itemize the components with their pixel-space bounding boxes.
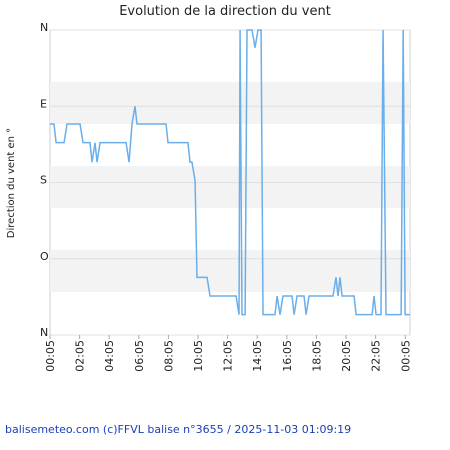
x-tick-label: 00:05 <box>399 340 412 372</box>
x-tick-label: 10:05 <box>192 340 205 372</box>
x-tick-label: 04:05 <box>103 340 116 372</box>
y-tick-label: E <box>40 97 47 110</box>
band <box>50 250 410 292</box>
x-tick-label: 06:05 <box>133 340 146 372</box>
x-tick-label: 00:05 <box>44 340 57 372</box>
line <box>50 29 410 316</box>
x-tick-label: 02:05 <box>74 340 87 372</box>
x-tick-label: 18:05 <box>310 340 323 372</box>
y-tick-label: N <box>40 326 48 339</box>
band <box>50 166 410 208</box>
y-tick-label: S <box>40 174 47 187</box>
x-tick-label: 14:05 <box>251 340 264 372</box>
x-tick-label: 12:05 <box>222 340 235 372</box>
y-tick-label: O <box>40 250 49 263</box>
chart-title: Evolution de la direction du vent <box>119 4 331 19</box>
x-tick-label: 16:05 <box>281 340 294 372</box>
footer: balisemeteo.com (c)FFVL balise n°3655 / … <box>5 423 351 436</box>
x-tick-label: 20:05 <box>340 340 353 372</box>
y-axis-label: Direction du vent en ° <box>6 128 17 238</box>
x-tick-label: 22:05 <box>370 340 383 372</box>
x-tick-label: 08:05 <box>162 340 175 372</box>
y-tick-label: N <box>40 21 48 34</box>
band <box>50 82 410 124</box>
